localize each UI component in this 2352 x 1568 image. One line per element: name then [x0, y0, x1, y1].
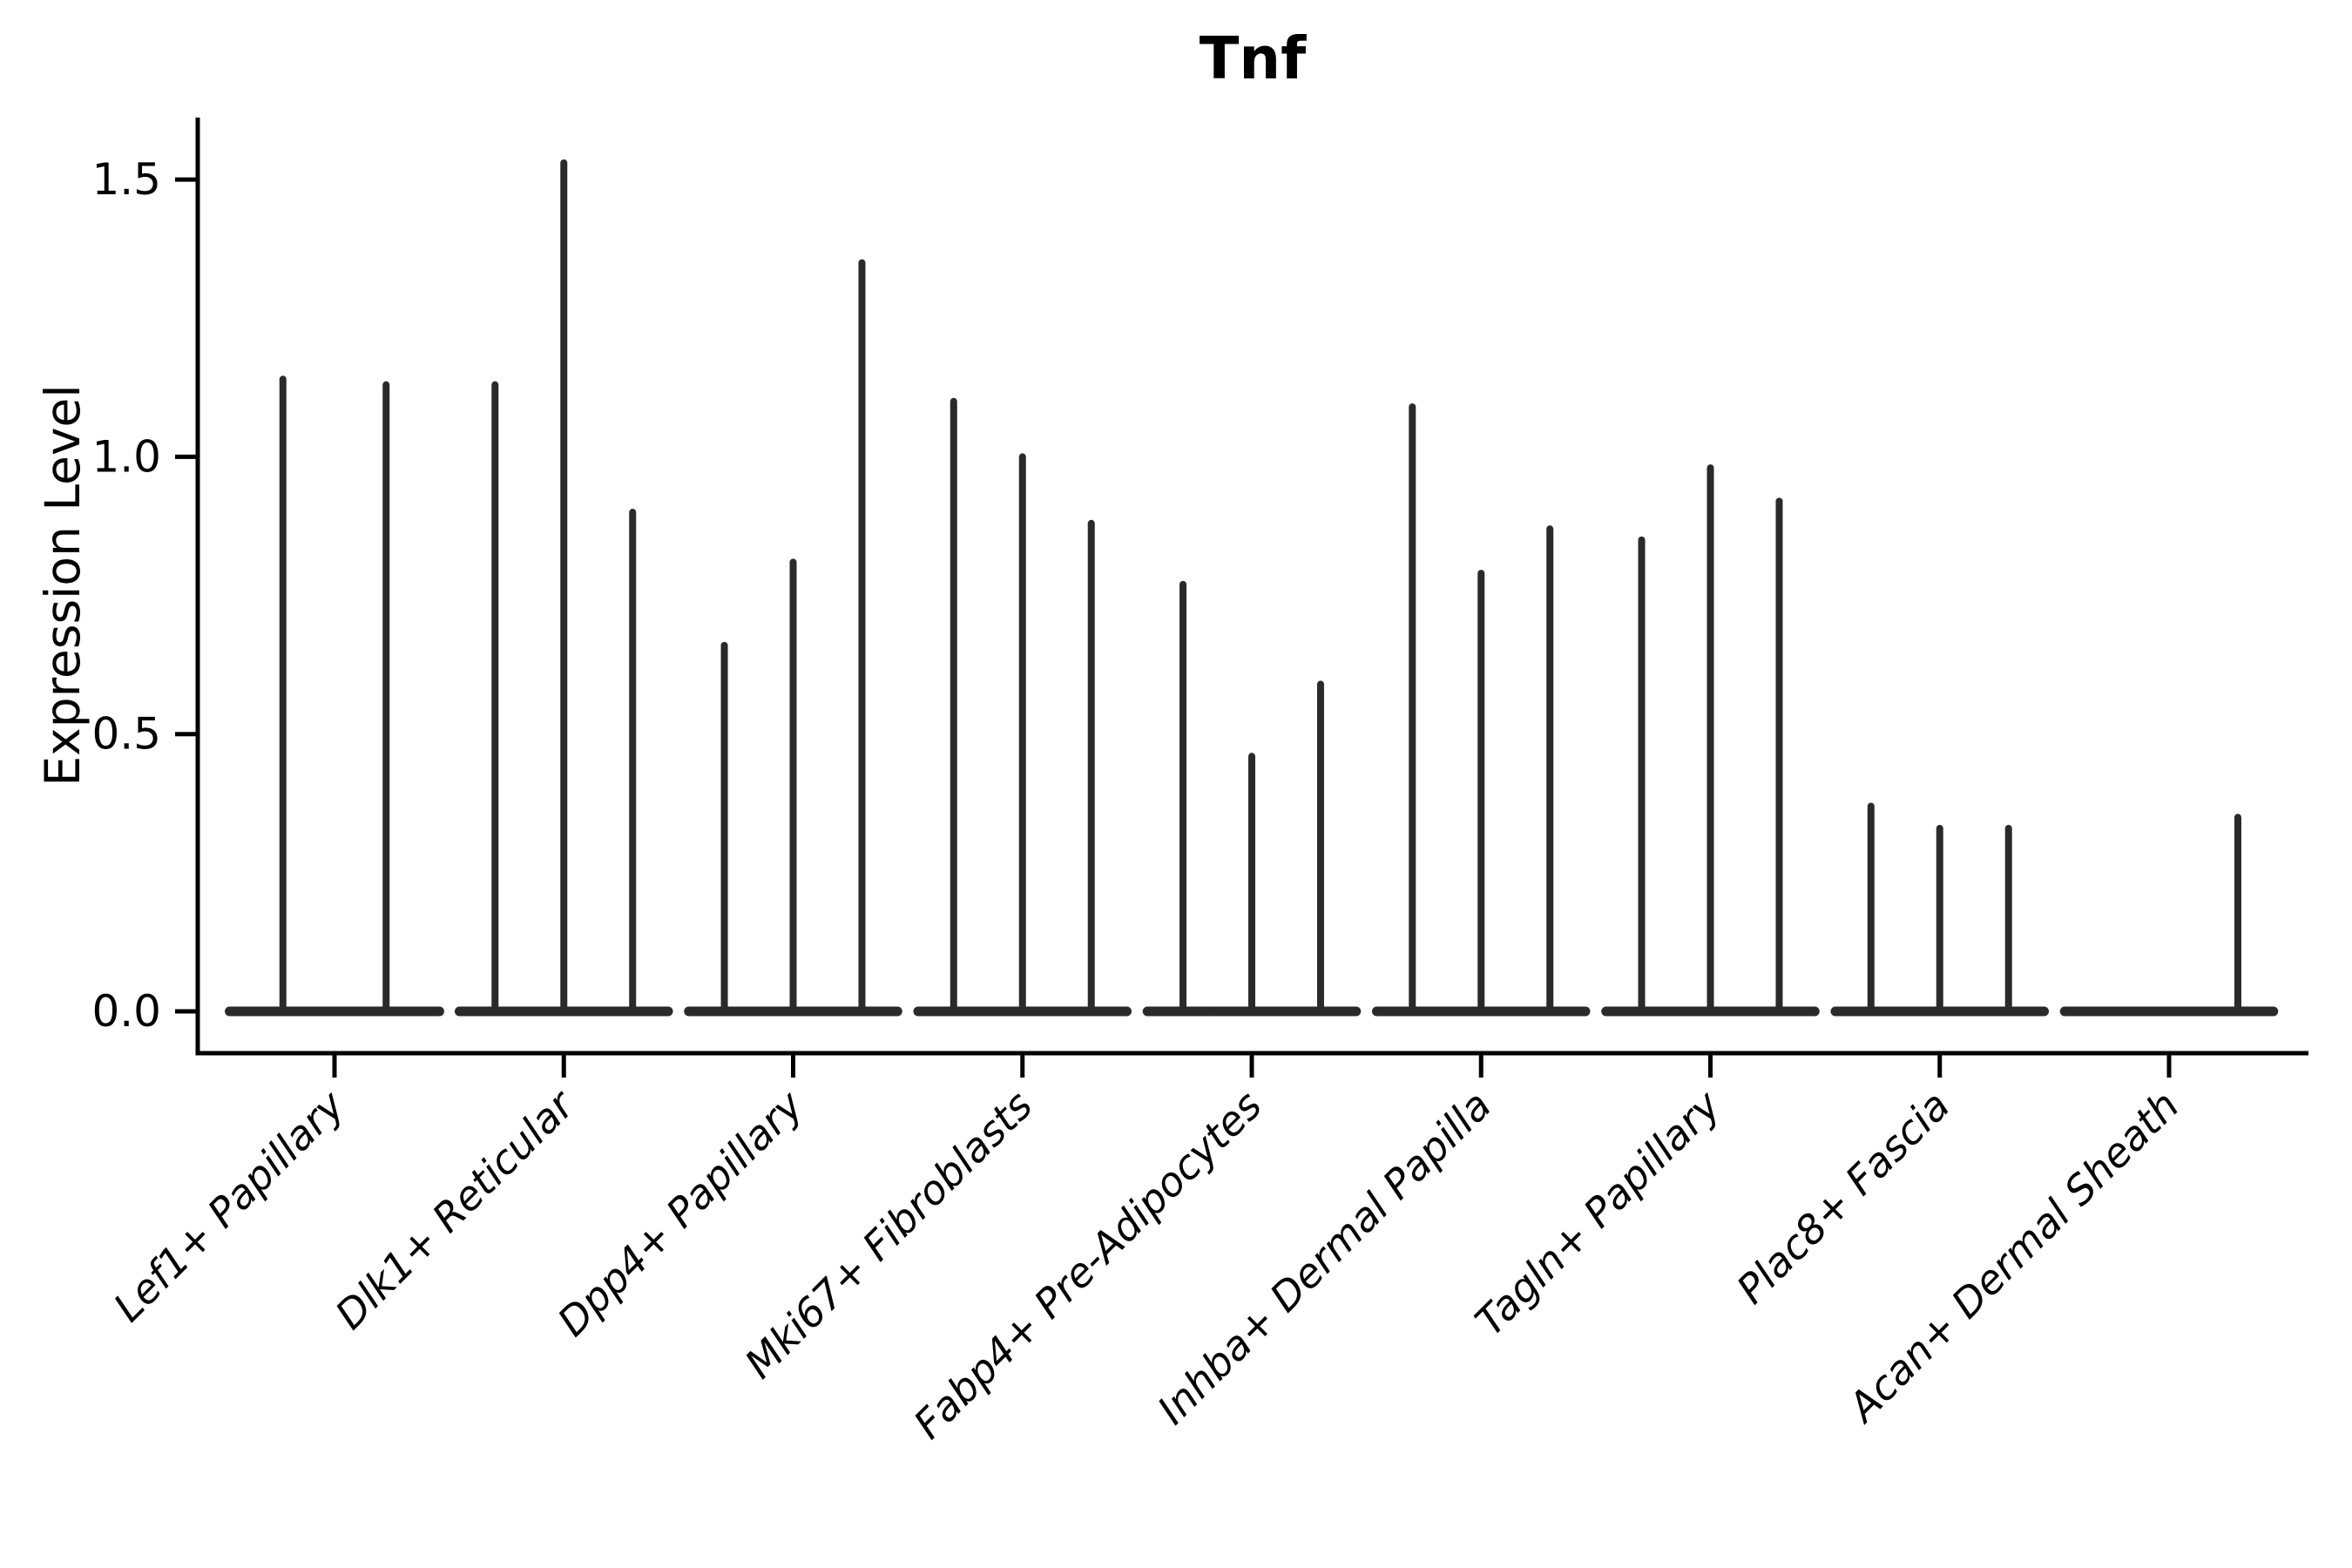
violin-group: [913, 397, 1132, 1017]
y-tick-label: 0.5: [91, 709, 161, 760]
violin-group: [454, 159, 673, 1017]
x-tick-label: Lef1+ Papillary: [105, 1081, 354, 1330]
x-tick-label: Plac8+ Fascia: [1727, 1082, 1958, 1313]
x-tick-label: Dlk1+ Reticular: [326, 1079, 585, 1338]
y-tick-label: 0.0: [91, 986, 161, 1037]
chart-title: Tnf: [1199, 24, 1307, 92]
violin-group: [1601, 464, 1820, 1017]
x-tick-label: Tagln+ Papillary: [1466, 1081, 1730, 1345]
violin-group: [684, 259, 902, 1017]
violin-group: [225, 375, 444, 1017]
violin-group: [1830, 802, 2050, 1017]
y-tick-label: 1.5: [91, 154, 161, 205]
violin-group: [1142, 580, 1362, 1017]
x-tick-label: Dpp4+ Papillary: [549, 1081, 813, 1345]
violin-group: [1371, 403, 1591, 1017]
violin-group: [2059, 814, 2279, 1017]
y-tick-label: 1.0: [91, 431, 161, 482]
